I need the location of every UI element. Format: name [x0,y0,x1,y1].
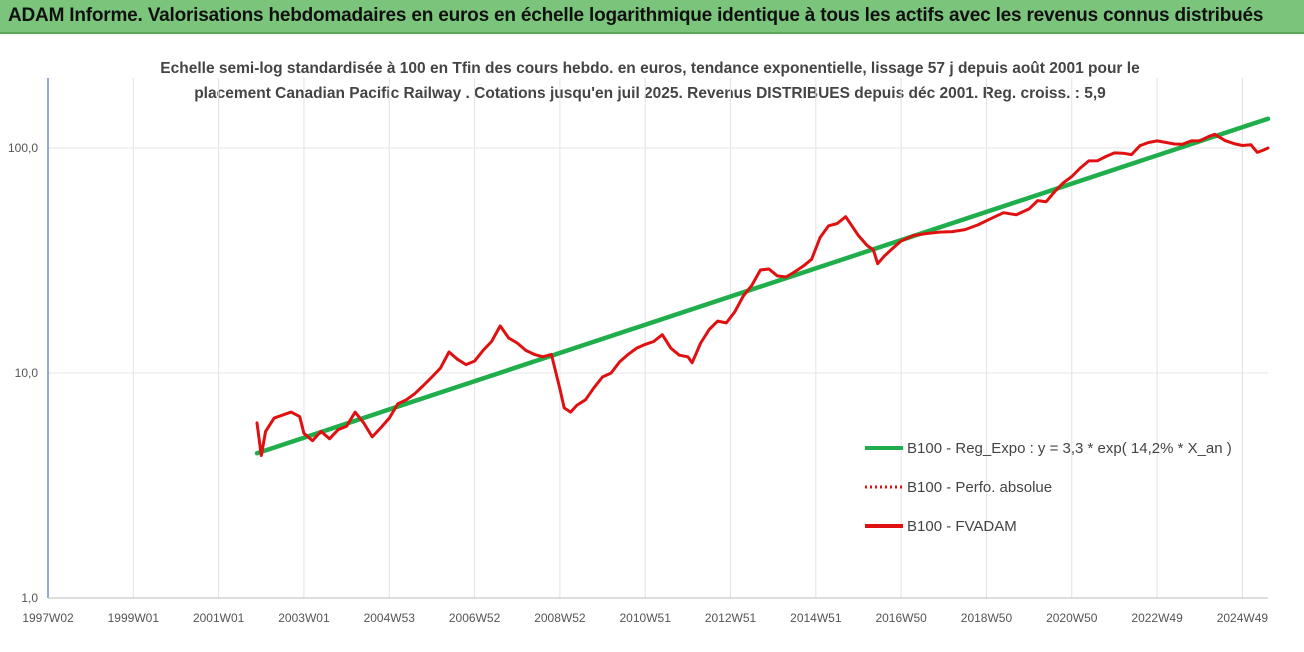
y-tick-label: 1,0 [21,591,38,605]
x-tick-label: 1997W02 [22,611,74,625]
series-line-1 [254,116,1271,456]
x-tick-label: 2001W01 [193,611,245,625]
chart-frame: Echelle semi-log standardisée à 100 en T… [0,34,1304,652]
x-tick-label: 2020W50 [1046,611,1098,625]
series-line-3 [255,132,1270,457]
x-tick-label: 2012W51 [705,611,757,625]
legend-label-1: B100 - Reg_Expo : y = 3,3 * exp( 14,2% *… [907,440,1232,457]
x-tick-label: 1999W01 [108,611,160,625]
x-tick-label: 2016W50 [875,611,927,625]
x-tick-label: 2022W49 [1131,611,1183,625]
chart-title-line-2: placement Canadian Pacific Railway . Cot… [194,85,1106,102]
y-tick-label: 10,0 [15,366,39,380]
y-tick-label: 100,0 [8,141,38,155]
series-layer [254,116,1271,457]
x-tick-label: 2004W53 [364,611,416,625]
header-bar: ADAM Informe. Valorisations hebdomadaire… [0,0,1304,34]
legend-label-3: B100 - FVADAM [907,518,1017,535]
x-tick-label: 2010W51 [620,611,672,625]
chart-title: Echelle semi-log standardisée à 100 en T… [150,56,1150,106]
x-tick-label: 2024W49 [1217,611,1269,625]
x-tick-label: 2008W52 [534,611,586,625]
x-tick-label: 2003W01 [278,611,330,625]
axes: 1997W02 1999W01 2001W01 2003W01 2004W53 2006W… [8,78,1268,625]
x-tick-label: 2018W50 [961,611,1013,625]
x-tick-label: 2014W51 [790,611,842,625]
page-title: ADAM Informe. Valorisations hebdomadaire… [8,5,1264,26]
x-tick-label: 2006W52 [449,611,501,625]
legend-label-2: B100 - Perfo. absolue [907,479,1052,496]
legend: B100 - Reg_Expo : y = 3,3 * exp( 14,2% *… [865,440,1232,535]
chart-title-line-1: Echelle semi-log standardisée à 100 en T… [160,60,1140,77]
